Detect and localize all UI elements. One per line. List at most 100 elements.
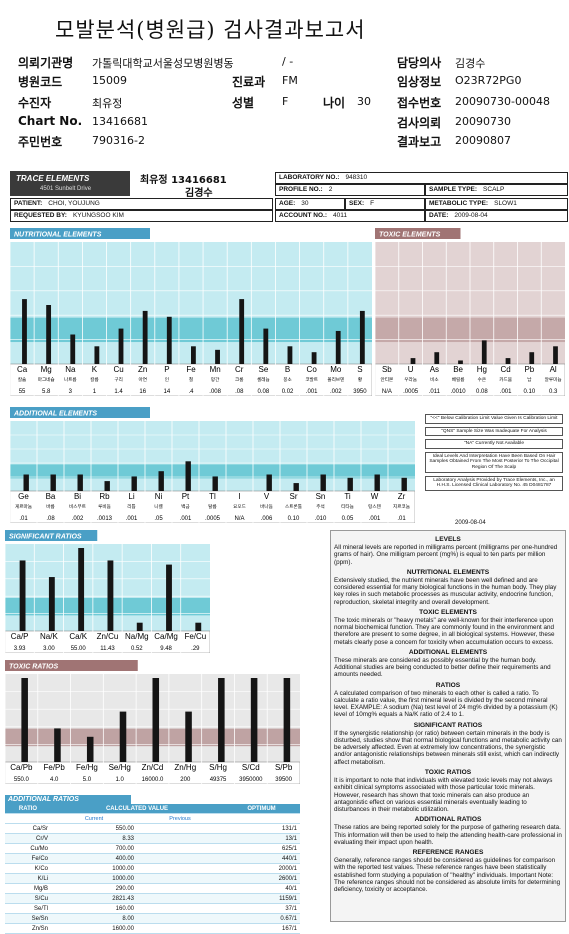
td (223, 813, 300, 824)
cell: 550.00 (51, 823, 137, 834)
bar (212, 476, 218, 491)
element-value: .008 (209, 389, 221, 395)
bar (158, 471, 164, 491)
chart: TOXIC ELEMENTS Sb 안티몬 N/A U 우라늄 .0005 As 비소 .011 B… (375, 228, 565, 396)
element-label: Mn (210, 365, 221, 374)
element-label: Zr (398, 492, 406, 501)
field: AGE: 30 (275, 198, 345, 210)
element-value: 16 (139, 389, 146, 395)
element-value: 0.08 (476, 389, 488, 395)
note-title: REFERENCE RANGES (412, 848, 484, 856)
value: 김경수 (455, 57, 486, 70)
element-label: Rb (99, 492, 110, 501)
element-value: 0.08 (258, 389, 270, 395)
bar (46, 305, 52, 364)
element-label: I (238, 492, 240, 501)
label: 나이 (323, 96, 346, 110)
section-title: ADDITIONAL ELEMENTS (13, 411, 97, 418)
row: Se/Tl 160.00 37/1 (5, 903, 300, 914)
bar (48, 577, 55, 631)
cell: 40/1 (223, 883, 300, 894)
cell (137, 863, 223, 874)
bar (78, 548, 85, 631)
bar (335, 330, 341, 364)
element-label: Al (550, 365, 557, 374)
bar (250, 678, 258, 762)
bar (136, 622, 143, 631)
bar (401, 477, 407, 491)
field: DATE: 2009-08-04 (425, 210, 568, 222)
title-bar (5, 530, 98, 541)
legend-item: "QNS" Sample Size Was Inadequate For Ana… (425, 426, 563, 437)
cell: Se/Tl (5, 903, 51, 914)
note-text: If the synergistic relationship (or rati… (334, 729, 562, 766)
element-value: 1.4 (114, 389, 123, 395)
element-name-ko: 셀레늄 (257, 376, 270, 383)
bar (359, 310, 365, 364)
cell: 1000.00 (51, 873, 137, 884)
element-label: Na (65, 365, 76, 374)
element-name-ko: 루비듐 (98, 503, 111, 510)
bar (191, 346, 196, 364)
cell: 8.33 (51, 833, 137, 844)
element-name-ko: 칼슘 (18, 376, 26, 382)
element-value: .001 (126, 516, 138, 522)
label-bg (10, 363, 372, 396)
element-value: 11.43 (100, 646, 115, 652)
cell: Mg/B (5, 883, 51, 894)
bar (215, 349, 220, 364)
element-label: Ca/P (11, 632, 29, 641)
element-label: Zn/Cu (97, 632, 119, 641)
value: 15009 (92, 74, 127, 87)
row: K/Li 1000.00 2600/1 (5, 873, 300, 884)
element-label: Be (453, 365, 463, 374)
element-label: Se/Hg (109, 763, 131, 772)
bar (166, 564, 172, 631)
legend-item: Laboratory Analysis Provided by Trace El… (425, 475, 563, 491)
element-name-ko: 스트론튬 (285, 504, 302, 509)
bar (185, 461, 191, 491)
title-bar (10, 228, 150, 239)
element-value: 0.05 (342, 516, 354, 522)
note-text: These minerals are considered as possibl… (334, 657, 551, 679)
element-name-ko: 붕소 (283, 377, 291, 382)
section-title: NUTRITIONAL ELEMENTS (14, 232, 102, 239)
reference-band (10, 464, 415, 479)
element-label: S/Hg (209, 763, 227, 772)
element-value: 5.0 (83, 777, 92, 783)
bar (458, 360, 463, 364)
element-name-ko: 비소 (430, 376, 438, 383)
element-label: V (264, 492, 270, 501)
bar (481, 340, 487, 364)
element-value: 5.8 (42, 389, 51, 395)
element-name-ko: 탈륨 (208, 503, 216, 509)
value: F (282, 95, 289, 108)
value: 최유정 (92, 97, 123, 110)
element-label: Mo (330, 365, 342, 374)
reference-band (10, 317, 372, 343)
label: 접수번호 (397, 96, 442, 110)
element-value: 1.0 (116, 777, 125, 783)
element-name-ko: 황 (358, 376, 363, 382)
handwritten-doctor: 김경수 (185, 188, 213, 199)
note-title: NUTRITIONAL ELEMENTS (406, 568, 490, 576)
bar (152, 678, 160, 762)
cell: 700.00 (51, 843, 137, 854)
element-value: 550.0 (14, 777, 30, 783)
bar (293, 483, 299, 491)
element-label: Ba (46, 492, 56, 501)
element-label: Hg (477, 365, 487, 374)
th: OPTIMUM (223, 804, 300, 814)
field-value: 948310 (345, 174, 368, 181)
element-value: 0.02 (282, 389, 294, 395)
element-name-ko: 텅스텐 (368, 503, 381, 509)
element-value: .08 (46, 516, 55, 522)
element-name-ko: 칼륨 (90, 376, 98, 382)
bar (104, 481, 110, 491)
bar (195, 622, 202, 631)
field-value: 30 (301, 200, 309, 207)
element-value: 9.48 (160, 646, 172, 652)
element-name-ko: 티타늄 (341, 503, 354, 510)
element-label: P (164, 365, 169, 374)
bar (505, 358, 511, 364)
